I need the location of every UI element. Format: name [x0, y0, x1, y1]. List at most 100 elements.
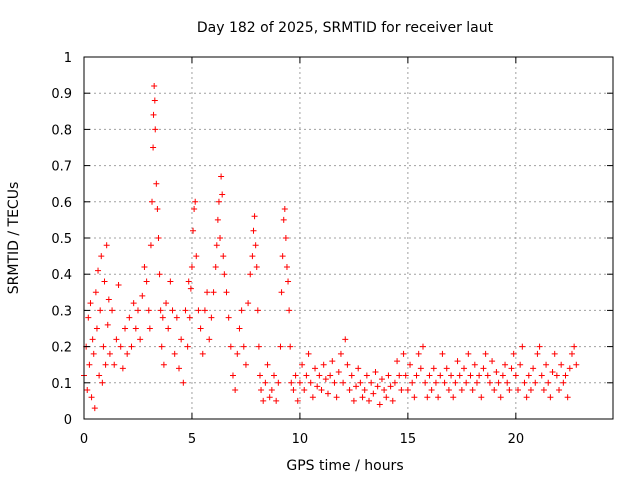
data-point	[266, 394, 273, 401]
data-point	[153, 180, 160, 187]
data-point	[193, 253, 200, 260]
data-point	[256, 372, 263, 379]
data-point	[458, 387, 465, 394]
data-point	[88, 394, 95, 401]
data-point	[278, 289, 285, 296]
data-point	[89, 336, 96, 343]
data-point	[286, 307, 293, 314]
data-point	[232, 387, 239, 394]
data-point	[169, 307, 176, 314]
data-point	[165, 325, 172, 332]
data-point	[155, 235, 162, 241]
data-point	[547, 394, 554, 401]
data-point	[530, 365, 537, 372]
data-point	[378, 376, 385, 383]
data-point	[404, 387, 411, 394]
data-point	[428, 387, 435, 394]
data-point	[191, 206, 198, 213]
data-point	[85, 314, 92, 321]
data-point	[573, 361, 580, 368]
data-point	[523, 394, 530, 401]
data-point	[402, 372, 409, 379]
data-point	[152, 126, 159, 133]
data-point	[186, 314, 193, 321]
data-point	[396, 372, 403, 379]
data-point	[182, 307, 189, 314]
data-point	[115, 282, 122, 289]
data-point	[482, 350, 489, 357]
data-point	[417, 365, 424, 372]
data-point	[560, 379, 567, 386]
data-point	[316, 372, 323, 379]
data-point	[106, 350, 113, 357]
data-point	[234, 350, 241, 357]
data-point	[238, 307, 245, 314]
data-point	[303, 372, 310, 379]
data-point	[190, 227, 197, 234]
data-point	[264, 361, 271, 368]
data-point	[445, 387, 452, 394]
data-point	[476, 372, 483, 379]
data-point	[252, 242, 259, 249]
y-tick-label: 0	[64, 413, 72, 428]
data-point	[519, 343, 526, 350]
data-point	[240, 343, 247, 350]
data-point	[329, 358, 336, 365]
data-point	[381, 387, 388, 394]
data-point	[387, 383, 394, 390]
y-tick-label: 0.6	[51, 196, 72, 211]
data-point	[478, 394, 485, 401]
data-point	[484, 372, 491, 379]
data-point	[277, 343, 284, 350]
data-point	[187, 285, 194, 292]
data-point	[568, 350, 575, 357]
data-point	[150, 111, 157, 118]
data-point	[258, 387, 265, 394]
data-point	[424, 394, 431, 401]
data-point	[251, 213, 258, 220]
data-point	[521, 379, 528, 386]
data-point	[452, 379, 459, 386]
data-point	[124, 350, 131, 357]
data-point	[204, 289, 211, 296]
data-point	[100, 343, 107, 350]
data-point	[556, 387, 563, 394]
data-point	[353, 383, 360, 390]
data-point	[99, 379, 106, 386]
data-point	[430, 365, 437, 372]
data-point	[342, 336, 349, 343]
data-point	[147, 242, 154, 249]
data-point	[394, 358, 401, 365]
data-point	[250, 227, 257, 234]
data-point	[197, 325, 204, 332]
y-tick-label: 1	[64, 51, 72, 66]
data-point	[215, 198, 222, 205]
data-point	[219, 191, 226, 198]
data-point	[157, 307, 164, 314]
data-point	[111, 361, 118, 368]
data-point	[327, 372, 334, 379]
data-point	[383, 394, 390, 401]
data-point	[465, 350, 472, 357]
data-point	[154, 206, 161, 213]
data-point	[463, 379, 470, 386]
x-tick-label: 20	[508, 432, 525, 447]
data-point	[340, 379, 347, 386]
data-point	[301, 387, 308, 394]
data-point	[566, 365, 573, 372]
data-point	[370, 390, 377, 397]
data-point	[283, 263, 290, 270]
data-point	[279, 253, 286, 260]
data-point	[359, 394, 366, 401]
data-point	[480, 365, 487, 372]
data-point	[84, 387, 91, 394]
chart-title: Day 182 of 2025, SRMTID for receiver lau…	[197, 20, 494, 36]
data-point	[225, 314, 232, 321]
data-point	[180, 379, 187, 386]
data-point	[400, 350, 407, 357]
data-point	[218, 173, 225, 180]
data-point	[448, 372, 455, 379]
data-point	[296, 379, 303, 386]
data-point	[192, 198, 199, 205]
